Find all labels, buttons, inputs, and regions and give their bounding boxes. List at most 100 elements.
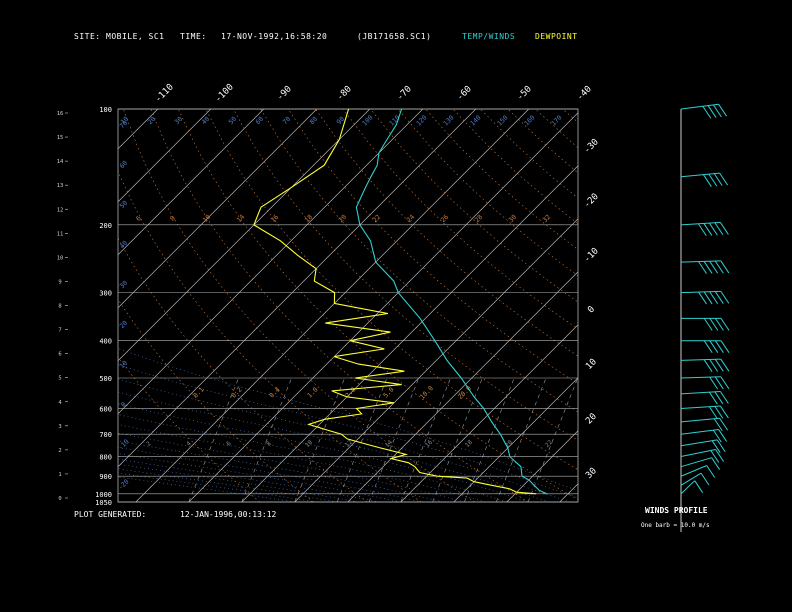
- wind-barb-shaft: [680, 465, 707, 477]
- top-temperature-label: -80: [335, 84, 354, 103]
- pressure-tick-label: 200: [99, 222, 112, 230]
- top-temperature-label: -100: [213, 82, 235, 104]
- wind-barb-feather: [720, 358, 730, 372]
- moist-adiabat: [118, 468, 338, 502]
- plot-generated-label: PLOT GENERATED:: [74, 510, 147, 519]
- height-tick-label: 15: [57, 135, 64, 141]
- dry-adiabat: [534, 109, 578, 149]
- pressure-tick-label: 700: [99, 431, 112, 439]
- pressure-tick-label: 300: [99, 290, 112, 298]
- wind-barb-feather: [714, 406, 724, 419]
- wind-barb-feather: [709, 260, 719, 274]
- wind-barb-feather: [697, 223, 707, 237]
- wind-barb-feather: [708, 406, 718, 419]
- wind-barb-feather: [703, 340, 713, 353]
- dry-adiabat-label: 24: [405, 213, 416, 224]
- moist-adiabat-label: 140: [469, 114, 483, 128]
- moist-adiabat-edge-label: 20: [118, 319, 129, 330]
- isotherm: [506, 430, 578, 502]
- dry-adiabat-label: 14: [235, 213, 246, 224]
- wind-barb: [680, 439, 726, 453]
- height-tick-label: 5: [58, 376, 61, 382]
- height-tick-label: 16: [57, 111, 64, 117]
- right-temperature-label: -30: [582, 137, 601, 156]
- wind-barb: [680, 103, 728, 119]
- isotherm: [188, 112, 578, 502]
- mixing-ratio-small-label: 8: [265, 440, 273, 448]
- wind-barb-feather: [711, 440, 721, 453]
- wind-barb-feather: [707, 105, 717, 118]
- dry-adiabat-label: 30: [507, 213, 518, 224]
- wind-barb-feather: [703, 261, 713, 274]
- moist-adiabat: [118, 458, 380, 502]
- top-temperature-label: -60: [455, 84, 474, 103]
- moist-adiabat-label: 90: [335, 115, 346, 126]
- dry-adiabat-label: 20: [337, 213, 348, 224]
- isotherm: [0, 109, 52, 502]
- moist-adiabat-edge-label: -10: [117, 438, 131, 452]
- dry-adiabat-label: 22: [371, 213, 382, 224]
- isotherm: [347, 271, 578, 502]
- temperature-line: [355, 108, 548, 495]
- wind-barb-feather: [698, 291, 707, 305]
- wind-barb: [680, 405, 729, 419]
- wind-barb: [680, 428, 728, 443]
- height-tick-label: 0: [58, 496, 61, 502]
- dry-adiabat: [562, 109, 578, 123]
- isotherm: [118, 109, 371, 362]
- mixing-ratio-line: [527, 377, 578, 502]
- dry-adiabat-label: 16: [269, 213, 280, 224]
- pressure-tick-label: 1050: [95, 499, 112, 507]
- wind-barb-feather: [719, 172, 729, 186]
- wind-barb-feather: [711, 457, 721, 470]
- height-tick-label: 11: [57, 231, 64, 237]
- wind-barb-shaft: [680, 439, 718, 447]
- mixing-ratio-label: 0.1: [192, 386, 206, 400]
- mixing-ratio-label: 0.2: [230, 386, 244, 400]
- wind-barb-shaft: [680, 172, 720, 178]
- height-tick-label: 10: [57, 255, 64, 261]
- dry-adiabat-label: 6: [134, 214, 142, 222]
- wind-barb-feather: [702, 174, 712, 187]
- wind-barb-shaft: [680, 221, 721, 226]
- height-tick-label: 13: [57, 183, 64, 189]
- isotherm: [613, 109, 792, 502]
- wind-barb-shaft: [680, 390, 721, 395]
- right-temperature-label: -20: [582, 192, 601, 211]
- top-temperature-label: -110: [153, 82, 175, 104]
- wind-barb-feather: [703, 223, 713, 236]
- wind-barb-feather: [713, 173, 723, 186]
- wind-barb: [680, 457, 721, 470]
- isotherm: [559, 483, 578, 502]
- wind-barb: [680, 290, 730, 305]
- dry-adiabat: [645, 109, 792, 502]
- height-tick-label: 4: [58, 400, 62, 406]
- site-value: MOBILE, SC1: [106, 32, 165, 41]
- isotherm: [118, 109, 318, 309]
- isotherm: [453, 377, 578, 502]
- mixing-ratio-small-label: 2: [145, 440, 153, 448]
- dry-adiabat-label: 18: [303, 213, 314, 224]
- time-value: 17-NOV-1992,16:58:20: [221, 32, 328, 41]
- moist-adiabat-label: 80: [308, 115, 319, 126]
- wind-barb-shaft: [680, 290, 721, 294]
- moist-adiabat-label: 20: [146, 115, 157, 126]
- wind-barb-shaft: [680, 480, 696, 495]
- moist-adiabat-edge-label: 40: [118, 239, 129, 250]
- wind-barb-feather: [719, 417, 729, 431]
- wind-barb-feather: [714, 391, 724, 405]
- pressure-tick-label: 500: [99, 375, 112, 383]
- moist-adiabat: [118, 440, 444, 502]
- sounding-series: [253, 108, 548, 495]
- wind-barb-feather: [714, 340, 724, 353]
- height-tick-label: 1: [58, 472, 61, 478]
- wind-barb-feather: [720, 291, 730, 304]
- moist-adiabat: [118, 472, 317, 502]
- wind-barb-feather: [712, 104, 722, 118]
- isotherm: [118, 109, 159, 150]
- wind-barb-feather: [720, 376, 730, 390]
- moist-adiabat-label: 10: [119, 115, 130, 126]
- moist-adiabat-label: 60: [254, 115, 265, 126]
- right-temperature-label: 0: [586, 305, 597, 316]
- wind-barb: [680, 358, 730, 372]
